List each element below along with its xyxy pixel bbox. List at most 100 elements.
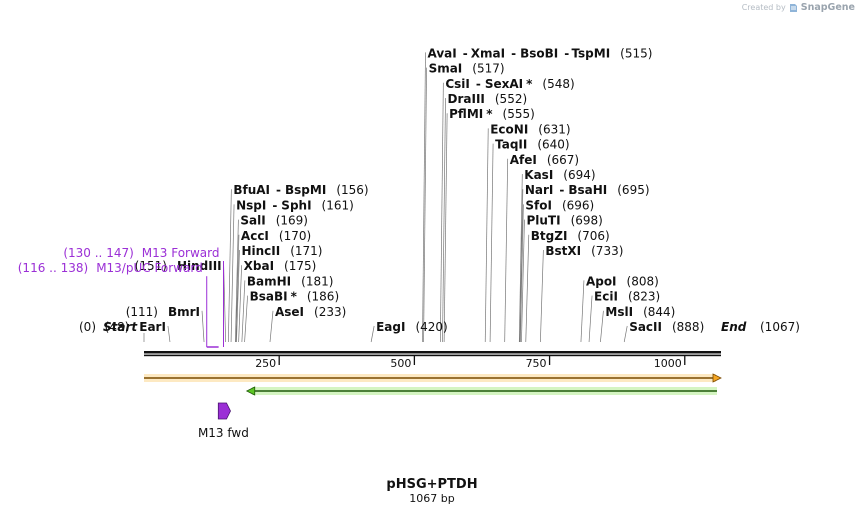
site-label-16: TaqII (640) — [495, 138, 570, 152]
site-position: (111) — [126, 305, 158, 319]
enzyme-name: BmrI — [168, 305, 200, 319]
site-label-7: BsaBI * (186) — [250, 290, 340, 304]
site-label-14: PflMI * (555) — [449, 107, 535, 121]
site-label-2: SalI (169) — [240, 214, 308, 228]
credit-brand: SnapGene — [800, 2, 855, 13]
site-label-10: AvaI - XmaI - BsoBI - TspMI (515) — [427, 46, 652, 60]
feature-tracks — [144, 373, 722, 420]
site-position: (808) — [627, 274, 659, 288]
primer-range: (116 .. 138) — [18, 261, 88, 275]
snapgene-credit: Created by SnapGene — [742, 2, 855, 13]
site-label-18: KasI (694) — [524, 168, 595, 182]
site-leader-13 — [442, 97, 446, 343]
left-site-label-1: (111) BmrI — [126, 305, 200, 319]
star-mark: * — [486, 107, 493, 121]
site-leader-8 — [269, 310, 274, 343]
feature-forward-arrowhead — [712, 373, 722, 383]
site-position: (823) — [628, 290, 660, 304]
site-leader-21 — [521, 219, 525, 343]
site-position: (548) — [542, 77, 574, 91]
site-position: (233) — [314, 305, 346, 319]
star-mark: * — [526, 77, 533, 91]
site-position: (695) — [617, 183, 649, 197]
primer-binding-label-0: (130 .. 147) M13 Forward — [63, 246, 219, 260]
site-leader-14 — [443, 113, 448, 343]
site-leader-22 — [525, 234, 530, 343]
site-label-23: BstXI (733) — [545, 244, 623, 258]
enzyme-name: PflMI — [449, 107, 483, 121]
enzyme-name: BspMI — [285, 183, 326, 197]
backbone-top-strand — [144, 351, 721, 354]
map-title: pHSG+PTDH — [386, 477, 477, 492]
enzyme-name: EcoNI — [490, 122, 528, 136]
site-leader-1 — [230, 204, 235, 343]
enzyme-name: BsaHI — [568, 183, 607, 197]
start-label: Start — [103, 320, 138, 334]
site-label-8: AseI (233) — [275, 305, 346, 319]
site-leader-3 — [235, 234, 240, 343]
site-position: (171) — [290, 244, 322, 258]
site-label-26: MslI (844) — [605, 305, 675, 319]
enzyme-name: SphI — [281, 198, 311, 212]
map-length: 1067 bp — [409, 492, 454, 505]
dna-backbone — [144, 351, 721, 357]
site-position: (555) — [503, 107, 535, 121]
site-leader-9 — [370, 325, 375, 343]
enzyme-name: HindIII — [177, 259, 222, 273]
site-leader-25 — [588, 295, 593, 343]
site-label-13: DraIII (552) — [448, 92, 528, 106]
site-leader-18 — [518, 173, 523, 343]
site-leader-15 — [484, 128, 489, 343]
enzyme-name: NspI — [236, 198, 266, 212]
site-position: (517) — [472, 62, 504, 76]
site-label-25: EciI (823) — [594, 290, 660, 304]
site-leader-7 — [244, 295, 248, 343]
site-position: (156) — [336, 183, 368, 197]
enzyme-name: XmaI — [471, 46, 505, 60]
enzyme-name: SacII — [629, 320, 662, 334]
enzyme-name: DraIII — [448, 92, 485, 106]
site-label-0: BfuAI - BspMI (156) — [233, 183, 368, 197]
site-position: (631) — [538, 122, 570, 136]
left-site-leader-1 — [201, 310, 205, 343]
start-position: (0) — [79, 320, 96, 334]
site-label-19: NarI - BsaHI (695) — [525, 183, 650, 197]
primer-feature-arrow — [217, 402, 231, 420]
primer-name: M13 Forward — [142, 246, 220, 260]
ruler-label-2: 750 — [526, 357, 547, 370]
site-label-20: SfoI (696) — [525, 198, 594, 212]
enzyme-name: NarI — [525, 183, 554, 197]
site-position: (694) — [563, 168, 595, 182]
left-site-label-0: (48) EarI — [105, 320, 166, 334]
site-position: (706) — [577, 229, 609, 243]
enzyme-name: EarI — [139, 320, 166, 334]
site-position: (888) — [672, 320, 704, 334]
primer-name: M13/pUC Forward — [96, 261, 203, 275]
credit-prefix: Created by — [741, 3, 786, 12]
site-label-9: EagI (420) — [376, 320, 448, 334]
site-leader-4 — [236, 249, 240, 343]
site-label-24: ApoI (808) — [586, 274, 659, 288]
site-position: (733) — [591, 244, 623, 258]
enzyme-name: BstXI — [545, 244, 581, 258]
enzyme-name: MslI — [605, 305, 633, 319]
enzyme-name: EciI — [594, 290, 618, 304]
left-site-label-2: (151) HindIII — [135, 259, 222, 273]
ruler-label-1: 500 — [390, 357, 411, 370]
enzyme-name: EagI — [376, 320, 405, 334]
site-position: (186) — [307, 290, 339, 304]
site-position: (552) — [495, 92, 527, 106]
site-position: (170) — [279, 229, 311, 243]
enzyme-name: TspMI — [571, 46, 610, 60]
enzyme-name: AccI — [241, 229, 269, 243]
site-leader-26 — [600, 310, 604, 343]
primer-feature-label: M13 fwd — [198, 426, 249, 440]
site-label-11: SmaI (517) — [429, 62, 505, 76]
site-position: (151) — [135, 259, 167, 273]
site-label-4: HincII (171) — [241, 244, 322, 258]
enzyme-name: TaqII — [495, 138, 527, 152]
site-position: (667) — [547, 153, 579, 167]
site-position: (420) — [415, 320, 447, 334]
site-position: (515) — [620, 46, 652, 60]
